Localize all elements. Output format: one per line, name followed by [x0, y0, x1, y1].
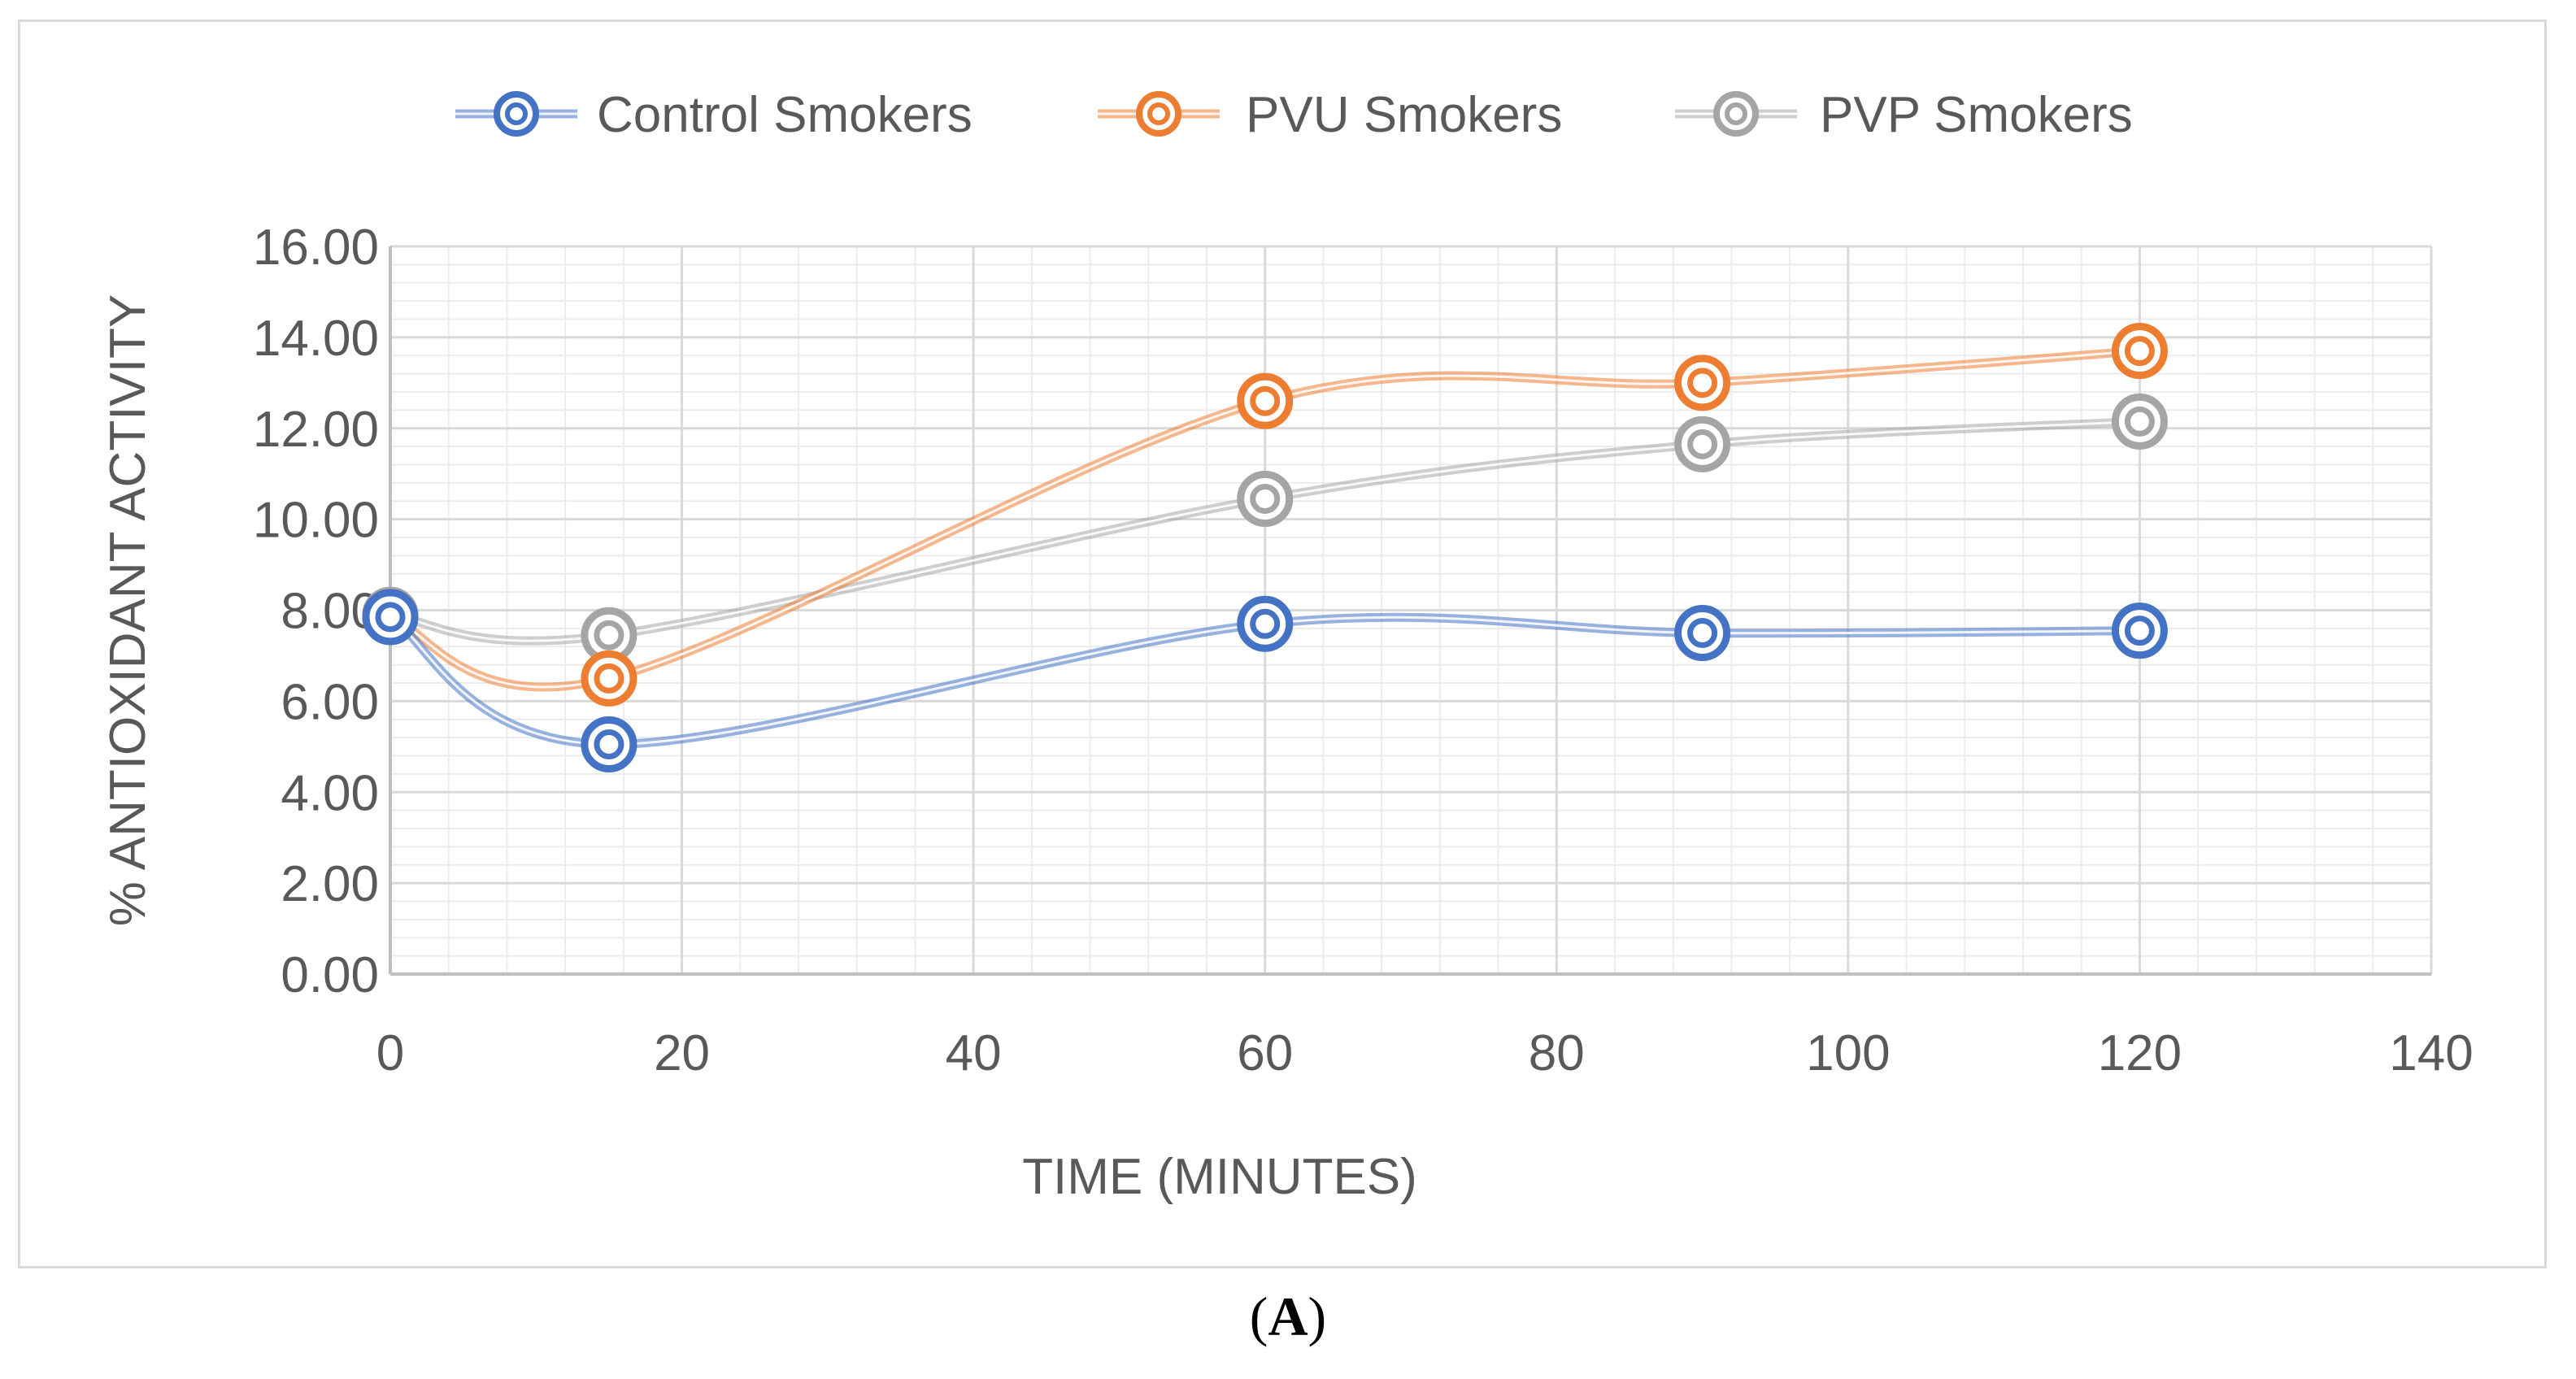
y-tick-label: 0.00 [281, 947, 379, 1003]
data-point-pvp-smokers [1237, 470, 1294, 527]
data-point-inner-ring [1687, 617, 1718, 648]
data-point-inner-ring [594, 620, 624, 650]
figure-label: (A) [1249, 1285, 1327, 1347]
legend-item-pvu-smokers: PVU Smokers [1098, 87, 1562, 143]
data-point-pvu-smokers [2111, 323, 2168, 380]
data-point-control-smokers [581, 716, 637, 773]
y-axis-title: % ANTIOXIDANT ACTIVITY [100, 294, 156, 926]
data-point-inner-ring [2124, 616, 2155, 646]
data-point-pvp-smokers [1674, 415, 1731, 472]
x-tick-label: 100 [1806, 1025, 1890, 1081]
data-point-pvp-smokers [581, 607, 637, 663]
figure-label-letter: A [1268, 1285, 1308, 1347]
x-tick-label: 60 [1237, 1025, 1293, 1081]
legend-label: Control Smokers [597, 87, 973, 143]
data-point-control-smokers [1237, 595, 1294, 652]
data-point-pvu-smokers [1674, 355, 1731, 411]
x-tick-label: 120 [2098, 1025, 2182, 1081]
x-tick-label: 140 [2389, 1025, 2473, 1081]
data-point-control-smokers [1674, 604, 1731, 661]
data-point-inner-ring [594, 663, 624, 694]
y-tick-label: 4.00 [281, 765, 379, 821]
data-point-inner-ring [1687, 428, 1718, 459]
y-tick-label: 14.00 [253, 311, 379, 367]
data-point-control-smokers [362, 589, 419, 646]
legend-item-pvp-smokers: PVP Smokers [1675, 87, 2133, 143]
legend-marker-inner [1147, 102, 1170, 125]
y-tick-label: 10.00 [253, 493, 379, 549]
y-tick-label: 16.00 [253, 220, 379, 276]
data-point-inner-ring [594, 729, 624, 760]
legend-marker-inner [1725, 102, 1747, 125]
data-point-inner-ring [1250, 385, 1281, 416]
x-tick-label: 80 [1529, 1025, 1585, 1081]
data-point-inner-ring [1687, 368, 1718, 398]
data-point-inner-ring [1250, 483, 1281, 514]
legend-marker-inner [505, 102, 528, 125]
legend-item-control-smokers: Control Smokers [455, 87, 973, 143]
y-tick-label: 12.00 [253, 402, 379, 458]
data-point-pvu-smokers [1237, 372, 1294, 429]
data-point-inner-ring [1250, 608, 1281, 639]
data-point-pvu-smokers [581, 650, 637, 707]
data-point-pvp-smokers [2111, 393, 2168, 450]
data-point-inner-ring [375, 602, 406, 633]
legend-label: PVU Smokers [1246, 87, 1562, 143]
x-axis-title: TIME (MINUTES) [1022, 1149, 1417, 1205]
x-tick-label: 40 [946, 1025, 1002, 1081]
data-point-inner-ring [2124, 406, 2155, 437]
legend-label: PVP Smokers [1820, 87, 2133, 143]
data-point-inner-ring [2124, 336, 2155, 367]
x-tick-label: 20 [654, 1025, 710, 1081]
data-point-control-smokers [2111, 602, 2168, 659]
x-tick-label: 0 [376, 1025, 404, 1081]
y-tick-label: 2.00 [281, 856, 379, 912]
series-control-smokers [362, 589, 2168, 773]
y-tick-label: 6.00 [281, 674, 379, 730]
